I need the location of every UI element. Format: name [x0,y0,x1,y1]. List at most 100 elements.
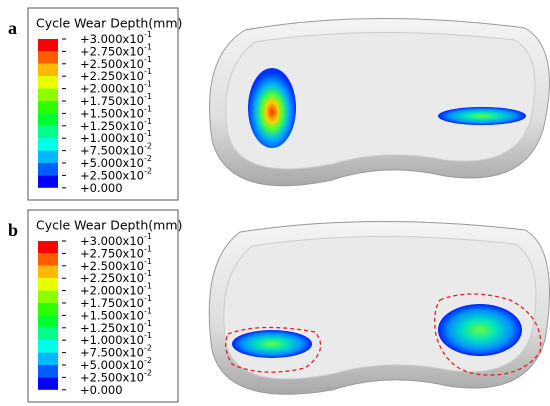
label-exponent: -2 [144,356,152,365]
label-exponent: -1 [144,331,152,340]
label-exponent: -2 [144,343,152,352]
legend-swatch [38,377,58,390]
legend-label: +2.250x10-1 [80,269,152,285]
legend-swatch [38,88,58,101]
label-text: +2.250x10 [80,271,144,285]
legend-label: +2.500x10-2 [80,368,152,384]
legend-label: +2.000x10-1 [80,79,152,95]
legend-swatch [38,340,58,353]
label-exponent: -1 [144,306,152,315]
legend-swatch [38,125,58,139]
label-text: +5.000x10 [80,156,144,170]
panel-label: b [8,220,18,240]
label-exponent: -1 [144,232,152,241]
label-exponent: -1 [144,256,152,265]
legend-title: Cycle Wear Depth(mm) [36,16,182,31]
label-exponent: -2 [144,141,152,150]
legend-label: +1.250x10-1 [80,318,152,334]
legend-label: +7.500x10-2 [80,343,152,359]
legend-swatch [38,63,58,77]
legend-swatch [38,278,58,291]
label-text: +1.000x10 [80,131,144,145]
legend-swatch [38,113,58,126]
legend-swatch [38,265,58,279]
label-exponent: -1 [144,42,152,51]
label-text: +2.000x10 [80,81,144,95]
legend-label: +2.250x10-1 [80,67,152,83]
legend-swatch [38,241,58,254]
label-text: +7.500x10 [80,143,144,157]
legend-swatch [38,51,58,64]
label-text: +1.750x10 [80,94,144,108]
legend-swatch [38,163,58,176]
label-text: +0.000 [80,382,123,396]
legend-label: +0.000 [80,180,123,194]
label-exponent: -1 [144,30,152,39]
label-exponent: -1 [144,244,152,253]
legend-label: +5.000x10-2 [80,356,152,372]
legend-label: +1.750x10-1 [80,294,152,310]
legends: a Cycle Wear Depth(mm)+3.000x10-1+2.750x1… [8,7,182,403]
label-text: +2.250x10 [80,69,144,83]
label-text: +0.000 [80,180,123,194]
label-exponent: -2 [144,154,152,163]
legend-label: +2.750x10-1 [80,244,152,260]
legend-label: +2.750x10-1 [80,42,152,58]
label-text: +2.500x10 [80,370,144,384]
label-exponent: -1 [144,281,152,290]
legend-label: +2.500x10-1 [80,256,152,272]
label-exponent: -1 [144,92,152,101]
label-text: +2.500x10 [80,56,144,70]
legend-label: +1.500x10-1 [80,306,152,322]
legend-title: Cycle Wear Depth(mm) [36,218,182,233]
legend-label: +1.000x10-1 [80,129,152,145]
legend-swatch [38,175,58,188]
label-exponent: -1 [144,54,152,63]
legend-label: +2.500x10-2 [80,166,152,182]
label-exponent: -2 [144,368,152,377]
label-text: +3.000x10 [80,32,144,46]
legend-label: +1.750x10-1 [80,92,152,108]
legend-swatch [38,352,58,365]
legend-swatch [38,39,58,52]
label-text: +2.500x10 [80,258,144,272]
label-text: +1.750x10 [80,296,144,310]
label-text: +1.250x10 [80,118,144,132]
label-exponent: -1 [144,104,152,113]
label-text: +2.750x10 [80,246,144,260]
legend-swatch [38,101,58,114]
label-text: +7.500x10 [80,345,144,359]
label-exponent: -2 [144,166,152,175]
label-exponent: -1 [144,294,152,303]
label-exponent: -1 [144,67,152,76]
legend-swatch [38,290,58,303]
legend-label: +1.500x10-1 [80,104,152,120]
label-exponent: -1 [144,269,152,278]
label-exponent: -1 [144,318,152,327]
legend-swatch [38,150,58,163]
legend-swatch [38,365,58,378]
legend-label: +2.000x10-1 [80,281,152,297]
label-text: +2.000x10 [80,283,144,297]
label-text: +5.000x10 [80,358,144,372]
label-text: +1.500x10 [80,308,144,322]
label-text: +2.750x10 [80,44,144,58]
legend-label: +3.000x10-1 [80,232,152,248]
legend-swatch [38,327,58,341]
label-exponent: -1 [144,116,152,125]
label-text: +1.500x10 [80,106,144,120]
label-text: +3.000x10 [80,234,144,248]
legend-label: +2.500x10-1 [80,54,152,70]
panel-label: a [8,18,17,38]
legend-label: +3.000x10-1 [80,30,152,46]
legend-label: +5.000x10-2 [80,154,152,170]
legend-swatch [38,76,58,89]
label-text: +2.500x10 [80,168,144,182]
implant-a [209,17,550,187]
legend-swatch [38,315,58,328]
label-text: +1.250x10 [80,320,144,334]
legend-swatch [38,138,58,151]
legend-swatch [38,303,58,316]
legend-swatch [38,253,58,266]
